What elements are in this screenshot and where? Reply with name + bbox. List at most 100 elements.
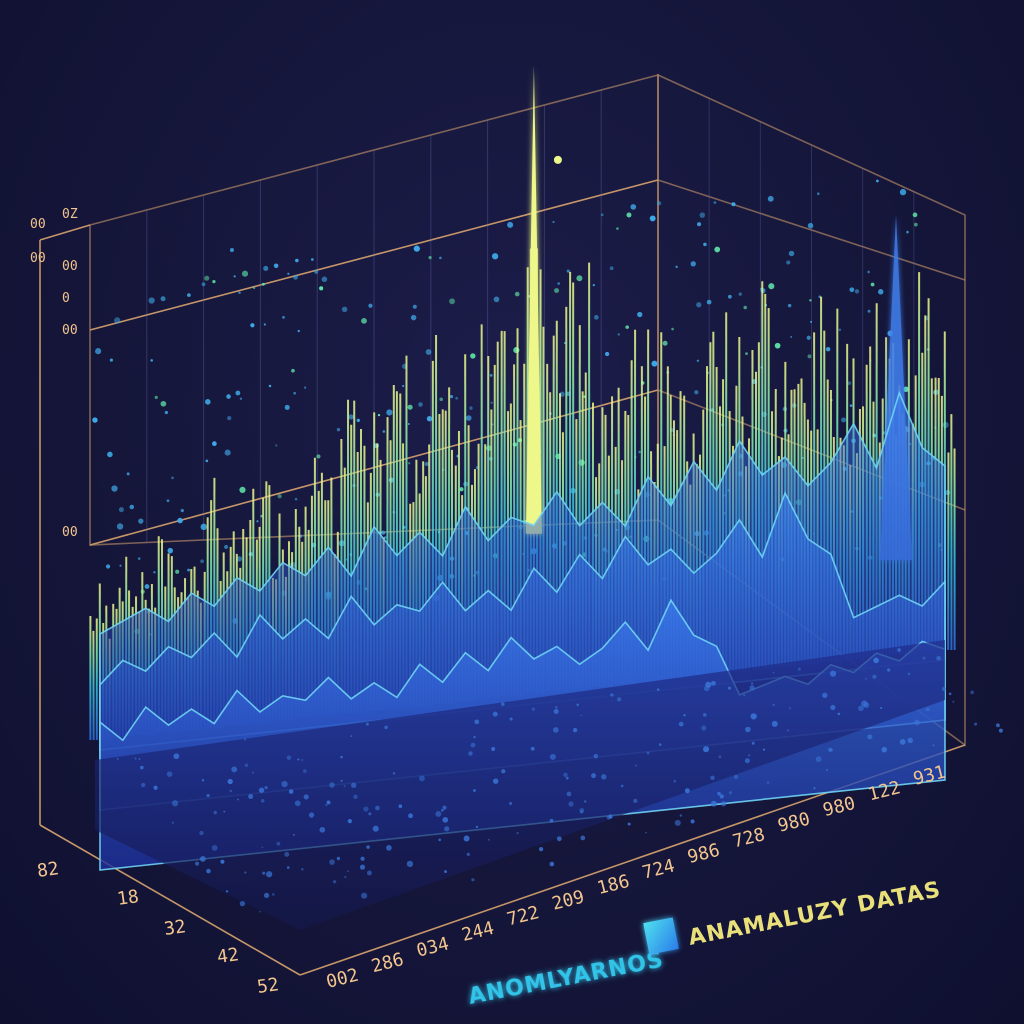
scatter-point	[554, 288, 560, 293]
floor-point	[509, 801, 513, 806]
floor-point	[703, 746, 710, 753]
scatter-point	[807, 354, 812, 359]
scatter-point	[809, 299, 812, 302]
scatter-point	[413, 245, 420, 252]
floor-point	[658, 743, 662, 746]
scatter-point	[160, 296, 166, 302]
y-tick-label: 00	[30, 217, 46, 232]
floor-point	[616, 697, 622, 702]
floor-point	[271, 893, 275, 896]
scatter-point	[212, 280, 216, 284]
floor-point	[710, 800, 717, 807]
scatter-point	[455, 396, 459, 400]
floor-point	[351, 782, 357, 788]
scatter-point	[450, 395, 454, 399]
floor-point	[153, 785, 158, 790]
scatter-point	[381, 530, 386, 535]
scatter-point	[426, 415, 433, 422]
floor-point	[166, 771, 173, 777]
scatter-point	[507, 221, 514, 228]
floor-point	[244, 763, 249, 768]
y-tick-label: 00	[62, 323, 78, 338]
floor-point	[771, 720, 778, 727]
scatter-point	[576, 275, 583, 282]
scatter-point	[439, 397, 443, 402]
scatter-point	[304, 386, 307, 389]
scatter-point	[284, 404, 290, 410]
scatter-point	[706, 299, 712, 305]
scatter-point	[469, 406, 473, 410]
floor-point	[635, 764, 637, 767]
floor-point	[361, 892, 368, 899]
floor-point	[751, 741, 755, 745]
floor-point	[368, 812, 372, 816]
floor-point	[492, 711, 498, 717]
scatter-point	[310, 258, 314, 261]
scatter-point	[912, 212, 918, 218]
scatter-point	[490, 401, 493, 404]
scatter-point	[164, 410, 168, 415]
floor-point	[772, 671, 775, 674]
scatter-point	[713, 201, 717, 204]
floor-point	[970, 690, 975, 695]
scatter-point	[263, 265, 269, 271]
scatter-point	[273, 263, 279, 269]
floor-point	[244, 738, 246, 741]
scatter-point	[616, 227, 619, 230]
x-tick-front-label: 32	[163, 916, 187, 940]
floor-point	[292, 833, 295, 836]
scatter-point	[626, 212, 632, 218]
floor-point	[606, 815, 611, 820]
front-bottom-edge	[39, 824, 301, 976]
floor-point	[922, 656, 926, 660]
floor-point	[580, 835, 586, 841]
floor-point	[297, 758, 300, 761]
floor-point	[301, 758, 304, 761]
floor-point	[789, 707, 791, 710]
floor-point	[471, 878, 475, 882]
scatter-point	[226, 394, 231, 399]
scatter-point	[233, 275, 236, 278]
floor-point	[881, 746, 888, 753]
floor-point	[359, 864, 366, 870]
scatter-point	[227, 415, 232, 421]
scatter-point	[410, 314, 417, 321]
scatter-point	[236, 556, 243, 562]
floor-point	[248, 793, 254, 800]
floor-point	[340, 779, 343, 782]
floor-point	[516, 831, 519, 835]
scatter-point	[731, 202, 736, 207]
scatter-point	[617, 333, 621, 336]
legend-swatch	[643, 917, 679, 955]
floor-point	[199, 855, 206, 862]
floor-point	[286, 755, 292, 760]
floor-point	[656, 688, 660, 691]
scatter-point	[109, 358, 113, 362]
scatter-point	[111, 485, 118, 492]
floor-point	[897, 648, 901, 652]
x-tick-bottom-label: 186	[595, 871, 632, 899]
floor-point	[344, 875, 347, 879]
scatter-point	[424, 461, 429, 467]
scatter-point	[638, 450, 641, 454]
scatter-point	[696, 222, 702, 227]
scatter-point	[92, 417, 98, 423]
floor-point	[473, 736, 476, 739]
floor-point	[925, 707, 930, 712]
scatter-point	[368, 303, 373, 308]
floor-point	[750, 713, 757, 720]
floor-point	[194, 861, 200, 866]
scatter-point	[867, 309, 871, 313]
scatter-point	[557, 282, 560, 285]
floor-point	[237, 798, 239, 801]
floor-point	[690, 819, 695, 824]
scatter-point	[847, 381, 852, 385]
scatter-point	[321, 276, 328, 283]
scatter-point	[150, 359, 153, 362]
floor-point	[375, 805, 380, 811]
floor-point	[936, 655, 941, 661]
floor-point	[343, 785, 346, 788]
scatter-point	[651, 360, 658, 367]
scatter-point	[696, 302, 702, 308]
